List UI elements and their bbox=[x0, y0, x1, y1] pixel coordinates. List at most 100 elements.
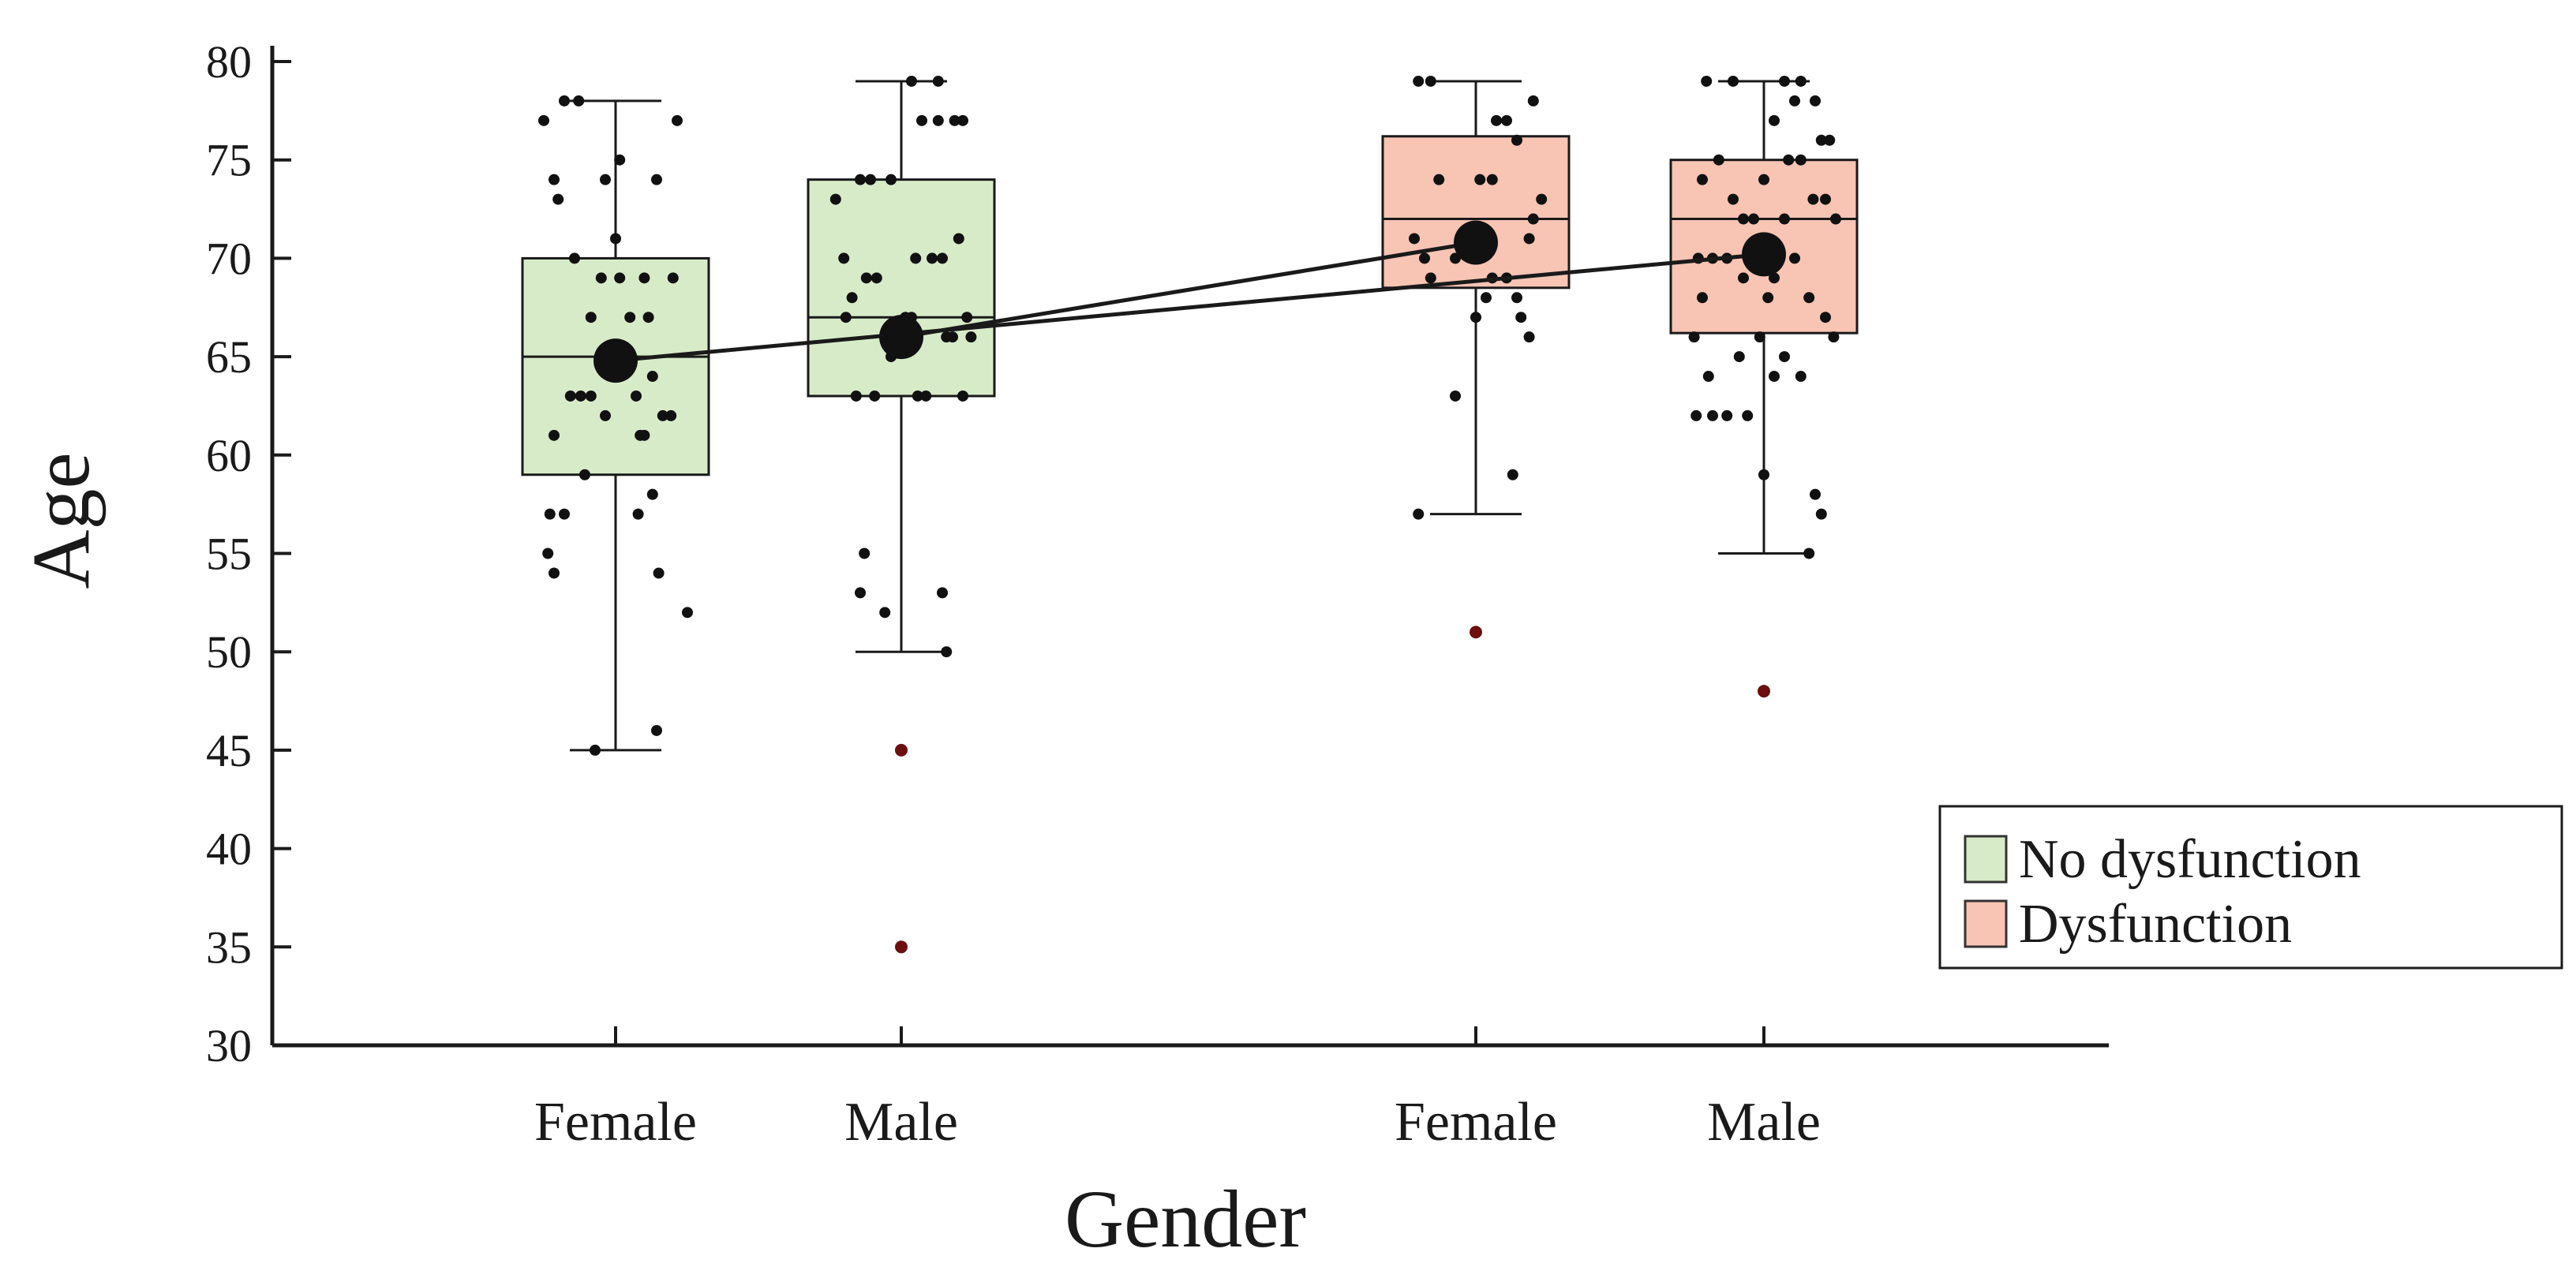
mean-marker bbox=[593, 338, 638, 383]
data-point bbox=[1491, 114, 1502, 126]
x-category-label: Female bbox=[1395, 1092, 1557, 1153]
data-point bbox=[1769, 114, 1780, 126]
mean-connector-line bbox=[900, 240, 1477, 339]
data-point bbox=[657, 409, 668, 421]
data-point bbox=[941, 331, 953, 343]
data-point bbox=[846, 292, 858, 304]
y-tick-label: 45 bbox=[206, 725, 252, 776]
data-point bbox=[638, 272, 650, 284]
box-group-dysfunction-male bbox=[1669, 75, 1859, 698]
x-axis-title: Gender bbox=[1065, 1174, 1306, 1265]
data-point bbox=[1527, 213, 1539, 225]
y-tick-label: 55 bbox=[206, 529, 252, 580]
legend: No dysfunction Dysfunction bbox=[1938, 805, 2563, 970]
data-point bbox=[1769, 371, 1780, 383]
y-axis-title: Age bbox=[16, 452, 107, 589]
data-point bbox=[937, 587, 948, 599]
data-point bbox=[1433, 174, 1445, 185]
data-point bbox=[1413, 75, 1425, 87]
data-point bbox=[1707, 409, 1718, 421]
data-point bbox=[1779, 351, 1790, 363]
legend-swatch-no-dysfunction bbox=[1964, 835, 2008, 884]
data-point bbox=[1789, 95, 1800, 107]
data-point bbox=[595, 272, 607, 284]
data-point bbox=[855, 587, 866, 599]
data-point bbox=[590, 744, 601, 756]
outlier-point bbox=[895, 743, 908, 757]
data-point bbox=[1523, 233, 1535, 245]
data-point bbox=[957, 390, 968, 402]
data-point bbox=[937, 252, 948, 264]
data-point bbox=[879, 607, 891, 619]
data-point bbox=[642, 312, 654, 323]
data-point bbox=[932, 75, 944, 87]
data-point bbox=[672, 114, 683, 126]
data-point bbox=[1690, 409, 1702, 421]
data-point bbox=[1824, 134, 1836, 146]
x-category-label: Female bbox=[534, 1092, 697, 1153]
data-point bbox=[1810, 95, 1821, 107]
y-tick-label: 75 bbox=[206, 135, 252, 186]
x-category-label: Male bbox=[844, 1092, 958, 1153]
box-group-no-dysfunction-male bbox=[807, 75, 996, 954]
data-point bbox=[850, 390, 862, 402]
data-point bbox=[920, 390, 932, 402]
data-point bbox=[1450, 390, 1461, 402]
box-iqr bbox=[1381, 135, 1571, 290]
data-point bbox=[906, 75, 917, 87]
y-tick-label: 40 bbox=[206, 824, 252, 875]
data-point bbox=[953, 233, 964, 245]
y-tick-label: 80 bbox=[206, 36, 252, 88]
data-point bbox=[549, 567, 560, 579]
data-point bbox=[1738, 272, 1749, 284]
data-point bbox=[1789, 252, 1800, 264]
legend-label-dysfunction: Dysfunction bbox=[2019, 894, 2292, 955]
data-point bbox=[1511, 134, 1522, 146]
data-point bbox=[1815, 134, 1827, 146]
data-point bbox=[1507, 469, 1518, 480]
data-point bbox=[600, 174, 611, 185]
data-point bbox=[1815, 508, 1827, 520]
data-point bbox=[635, 429, 646, 441]
data-point bbox=[1474, 174, 1486, 185]
y-tick-label: 50 bbox=[206, 626, 252, 678]
y-tick-label: 70 bbox=[206, 233, 252, 284]
data-point bbox=[1769, 272, 1780, 284]
box-group-no-dysfunction-female bbox=[521, 95, 710, 756]
data-point bbox=[1486, 174, 1498, 185]
data-point bbox=[1754, 331, 1765, 343]
data-point bbox=[1702, 371, 1714, 383]
data-point bbox=[614, 272, 626, 284]
data-point bbox=[941, 646, 953, 658]
data-point bbox=[1803, 548, 1815, 559]
data-point bbox=[651, 724, 662, 736]
data-point bbox=[869, 390, 881, 402]
y-tick-label: 60 bbox=[206, 430, 252, 481]
data-point bbox=[838, 252, 850, 264]
data-point bbox=[1501, 114, 1512, 126]
data-point bbox=[932, 114, 944, 126]
box-group-dysfunction-female bbox=[1381, 75, 1571, 639]
data-point bbox=[1779, 75, 1790, 87]
data-point bbox=[1697, 292, 1708, 304]
data-point bbox=[1688, 331, 1700, 343]
data-point bbox=[1481, 292, 1492, 304]
data-point bbox=[569, 252, 580, 264]
data-point bbox=[910, 252, 922, 264]
plot-area bbox=[521, 75, 1859, 954]
data-point bbox=[829, 193, 841, 205]
data-point bbox=[871, 272, 882, 284]
data-point bbox=[965, 331, 977, 343]
data-point bbox=[573, 95, 585, 107]
data-point bbox=[1713, 154, 1724, 166]
data-point bbox=[1721, 409, 1733, 421]
mean-marker bbox=[1742, 232, 1786, 277]
data-point bbox=[610, 233, 621, 245]
data-point bbox=[1470, 312, 1481, 323]
data-point bbox=[631, 390, 642, 402]
data-point bbox=[1425, 75, 1436, 87]
data-point bbox=[1758, 174, 1769, 185]
data-point bbox=[538, 114, 549, 126]
data-point bbox=[859, 548, 871, 559]
data-point bbox=[614, 154, 626, 166]
